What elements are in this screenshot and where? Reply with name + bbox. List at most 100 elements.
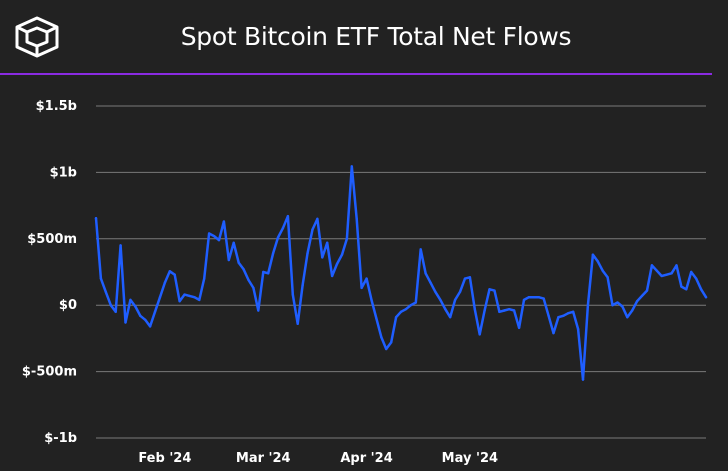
data-point [694, 277, 698, 280]
data-point [345, 237, 349, 240]
data-point [458, 290, 462, 294]
data-point [448, 315, 452, 319]
data-point [557, 315, 560, 319]
data-point [124, 321, 127, 324]
data-point [537, 296, 540, 299]
data-point [685, 288, 688, 291]
data-point [601, 269, 604, 272]
data-point [143, 318, 147, 322]
data-point [419, 248, 422, 251]
data-point [104, 290, 108, 294]
data-point [512, 309, 516, 312]
data-point [301, 284, 304, 287]
grid [96, 105, 706, 439]
data-point [690, 270, 693, 274]
data-point [631, 309, 634, 312]
data-point [547, 314, 550, 318]
data-point [257, 309, 260, 312]
header-divider [0, 73, 712, 75]
x-tick-label: May '24 [442, 451, 498, 466]
data-point [291, 293, 294, 296]
data-point [483, 309, 486, 312]
data-point [306, 252, 309, 255]
data-point [340, 253, 344, 256]
data-point [453, 298, 457, 302]
data-point [626, 315, 629, 319]
y-tick-label: $-1b [44, 431, 77, 446]
data-point [670, 272, 673, 275]
data-point [281, 226, 285, 230]
data-point [158, 296, 162, 299]
data-point [616, 301, 619, 304]
data-point [665, 273, 668, 276]
data-point [262, 270, 265, 274]
data-point [227, 258, 231, 262]
data-point [276, 236, 280, 239]
data-point [463, 277, 467, 280]
data-point [571, 310, 575, 314]
data-point [266, 272, 270, 275]
data-point [640, 294, 644, 298]
data-point [330, 274, 334, 278]
data-point [404, 307, 408, 311]
data-point [493, 289, 496, 292]
data-point [203, 277, 206, 280]
data-point [635, 300, 639, 303]
data-point [434, 290, 437, 294]
data-point [198, 298, 201, 302]
data-point [355, 217, 358, 221]
data-point [680, 285, 683, 288]
data-point [478, 333, 481, 336]
data-point [296, 322, 299, 325]
y-tick-label: $-500m [22, 365, 77, 380]
data-point [508, 307, 511, 311]
data-point [114, 310, 117, 314]
data-point [591, 253, 595, 256]
data-point [394, 315, 398, 319]
data-point [370, 298, 373, 302]
data-point [252, 286, 255, 290]
data-point [271, 252, 275, 255]
data-point [350, 165, 354, 168]
data-point [552, 331, 555, 335]
data-point [335, 262, 339, 266]
data-point [178, 300, 181, 303]
data-point [212, 234, 216, 238]
data-point [232, 241, 235, 244]
data-point [399, 310, 403, 314]
data-point [409, 304, 413, 307]
data-point [168, 270, 171, 273]
data-point [389, 341, 393, 344]
data-point [222, 220, 226, 223]
y-tick-label: $0 [59, 298, 77, 313]
data-point [699, 288, 703, 291]
data-point [163, 281, 167, 284]
data-point [444, 307, 447, 311]
data-point [581, 378, 585, 381]
data-point [321, 256, 324, 259]
data-point [468, 276, 472, 279]
data-point [360, 286, 363, 290]
data-point [576, 327, 580, 331]
data-point [606, 276, 609, 279]
data-point [424, 272, 427, 275]
data-point [193, 296, 196, 299]
data-point [655, 269, 659, 272]
data-point [675, 264, 678, 267]
y-tick-label: $1.5b [36, 99, 77, 114]
data-point [326, 241, 329, 244]
y-tick-label: $500m [27, 232, 77, 247]
x-axis: Feb '24 Mar '24 Apr '24 May '24 [138, 451, 498, 466]
x-tick-label: Feb '24 [138, 451, 191, 466]
data-point [365, 277, 368, 280]
data-point [375, 317, 378, 320]
series-line-total-net-flows [94, 165, 708, 381]
data-point [527, 296, 531, 299]
x-tick-label: Mar '24 [236, 451, 291, 466]
data-point [660, 274, 663, 278]
data-point [94, 217, 98, 220]
data-point [237, 261, 240, 264]
data-point [207, 232, 211, 235]
data-point [498, 310, 501, 314]
